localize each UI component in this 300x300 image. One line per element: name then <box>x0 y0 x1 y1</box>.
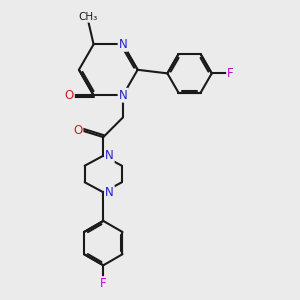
Text: CH₃: CH₃ <box>79 12 98 22</box>
Text: N: N <box>105 186 114 199</box>
Text: F: F <box>227 67 234 80</box>
Text: O: O <box>73 124 83 137</box>
Text: N: N <box>118 38 127 51</box>
Text: N: N <box>118 89 127 102</box>
Text: F: F <box>100 277 106 290</box>
Text: O: O <box>64 89 74 102</box>
Text: N: N <box>105 149 114 162</box>
